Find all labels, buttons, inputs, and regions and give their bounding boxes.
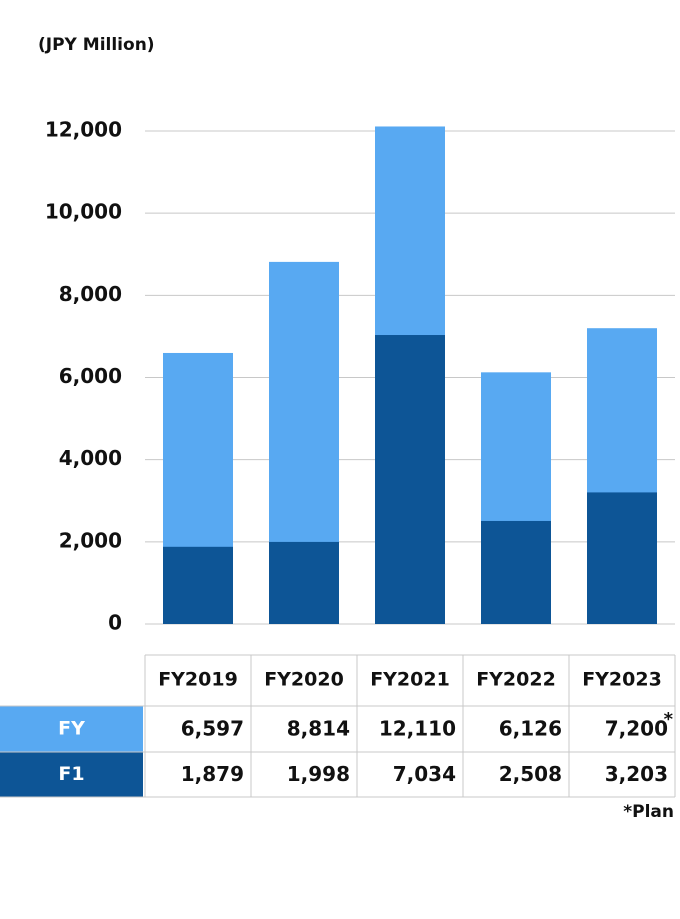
y-tick-label: 12,000 (45, 118, 122, 142)
data-label: 12,110 (379, 717, 456, 741)
legend-label: FY (58, 718, 85, 740)
column-header: FY2021 (370, 669, 450, 691)
bar (481, 520, 551, 624)
data-label: 2,508 (499, 762, 562, 786)
data-label: 7,034 (393, 762, 456, 786)
row-label-cell (0, 706, 143, 752)
bar (375, 335, 445, 624)
data-label: 8,814 (287, 717, 350, 741)
data-label: 1,879 (181, 762, 244, 786)
bar (269, 541, 339, 624)
column-header: FY2022 (476, 669, 556, 691)
column-header: FY2020 (264, 669, 344, 691)
note: *Plan (623, 802, 674, 822)
y-tick-label: 0 (108, 611, 122, 635)
y-tick-label: 6,000 (59, 364, 122, 388)
row-label-cell (0, 752, 143, 797)
column-header: FY2023 (582, 669, 662, 691)
data-label: 7,200 (605, 717, 668, 741)
chart-subtitle: (JPY Million) (38, 35, 155, 55)
y-tick-label: 2,000 (59, 528, 122, 552)
data-label: 3,203 (605, 762, 668, 786)
data-label: 1,998 (287, 762, 350, 786)
plan-mark: * (664, 709, 674, 730)
bar (163, 546, 233, 624)
y-tick-label: 10,000 (45, 200, 122, 224)
data-label: 6,597 (181, 717, 244, 741)
data-label: 6,126 (499, 717, 562, 741)
bar (587, 492, 657, 624)
legend-label: F1 (58, 763, 84, 785)
column-header: FY2019 (158, 669, 238, 691)
y-tick-label: 4,000 (59, 446, 122, 470)
y-tick-label: 8,000 (59, 282, 122, 306)
